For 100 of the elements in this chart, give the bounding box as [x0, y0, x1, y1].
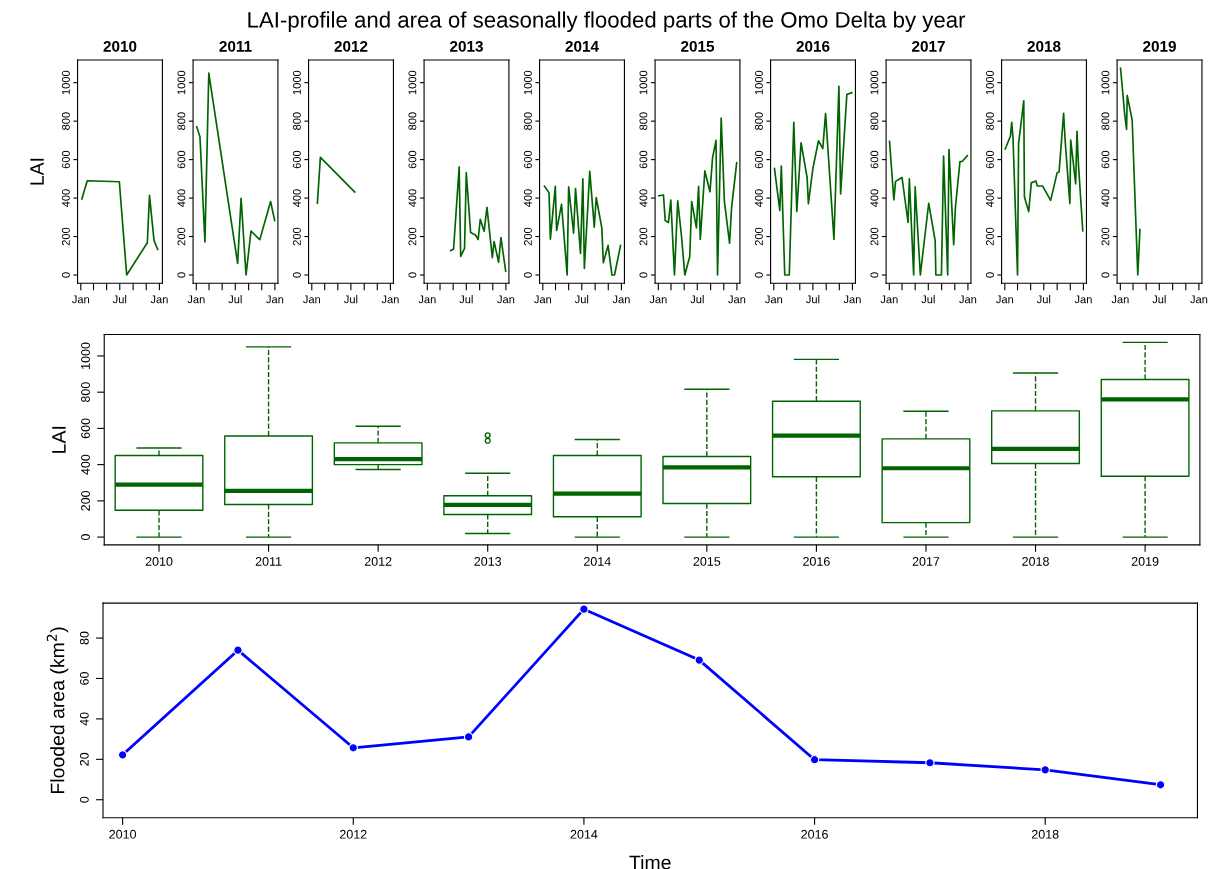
y-tick-label: 800: [639, 112, 648, 130]
x-tick-label: 2010: [109, 829, 137, 839]
y-tick-label: 0: [870, 272, 879, 278]
y-tick-label: 0: [79, 796, 89, 803]
y-tick-label: 200: [754, 227, 763, 246]
y-tick-label: 400: [985, 189, 994, 208]
y-tick-label: 600: [754, 150, 763, 169]
y-tick-label: 200: [81, 490, 90, 511]
y-tick-label: 1000: [177, 70, 186, 95]
chart-title: 2012: [334, 40, 368, 52]
y-tick-label: 1000: [523, 70, 532, 95]
x-tick-label: Jan: [266, 295, 284, 304]
x-axis-title: Time: [629, 855, 671, 869]
y-tick-label: 20: [79, 752, 89, 766]
x-tick-label: Jan: [497, 295, 515, 304]
y-tick-label: 400: [754, 189, 763, 208]
y-tick-label: 400: [81, 454, 90, 475]
text: LAI-profile and area of seasonally flooded parts of the Omo Delta by year: [248, 11, 966, 33]
line-series: [888, 140, 969, 276]
y-tick-label: 200: [408, 227, 417, 246]
point: [1155, 780, 1166, 790]
x-tick-label: Jul: [1152, 295, 1166, 304]
y-tick-label: 600: [1101, 150, 1110, 169]
y-tick-label: 200: [177, 227, 186, 246]
x-tick-label: 2016: [803, 557, 830, 566]
x-tick-label: Jul: [805, 295, 820, 304]
y-tick-label: 400: [292, 189, 301, 208]
x-tick-label: 2019: [1131, 557, 1159, 566]
x-tick-label: 2013: [474, 557, 502, 566]
x-tick-label: Jan: [843, 295, 861, 304]
x-tick-label: Jul: [921, 295, 935, 304]
x-tick-label: Jan: [1074, 295, 1092, 304]
x-tick-label: 2011: [255, 557, 282, 566]
y-tick-label: 1000: [61, 70, 70, 95]
x-tick-label: 2015: [693, 557, 721, 566]
x-tick-label: Jan: [649, 295, 667, 304]
y-tick-label: 800: [1101, 112, 1110, 130]
y-tick-label: 400: [177, 189, 186, 208]
line-series: [1119, 67, 1141, 276]
y-tick-label: 0: [1101, 272, 1110, 278]
y-tick-label: 1000: [81, 342, 90, 369]
y-axis-title: LAI: [30, 158, 44, 185]
x-tick-label: Jan: [612, 295, 630, 304]
y-tick-label: 800: [754, 112, 763, 130]
y-tick-label: 800: [177, 112, 186, 130]
y-tick-label: 80: [79, 631, 89, 645]
x-tick-label: Jan: [303, 295, 321, 304]
y-tick-label: 200: [1101, 227, 1110, 246]
point: [925, 758, 935, 768]
chart-title: 2017: [912, 40, 945, 52]
y-tick-label: 400: [408, 189, 417, 208]
y-tick-label: 600: [81, 418, 90, 439]
x-tick-label: Jan: [959, 295, 977, 304]
y-tick-label: 800: [292, 112, 301, 130]
point: [809, 755, 820, 765]
x-tick-label: Jan: [150, 295, 168, 304]
x-tick-label: Jul: [459, 295, 473, 304]
y-tick-label: 600: [177, 150, 186, 169]
x-tick-label: Jan: [996, 295, 1014, 304]
line-series: [658, 117, 738, 276]
x-tick-label: 2017: [912, 557, 940, 566]
y-tick-label: 800: [523, 112, 532, 130]
y-axis-title: Flooded area (km$^{2}$): [46, 627, 69, 794]
line-series: [81, 179, 159, 276]
y-tick-label: 1000: [870, 70, 879, 95]
line-series: [1004, 99, 1084, 276]
point: [579, 604, 589, 614]
x-tick-label: Jan: [381, 295, 399, 304]
x-tick-label: Jul: [690, 295, 704, 304]
y-tick-label: 60: [79, 672, 89, 685]
line-series: [195, 72, 276, 276]
chart-title: 2011: [219, 40, 252, 52]
x-tick-label: Jan: [1190, 295, 1208, 304]
x-tick-label: 2010: [145, 557, 173, 566]
x-tick-label: 2018: [1022, 557, 1049, 566]
y-tick-label: 400: [870, 189, 879, 208]
point: [117, 750, 128, 760]
y-tick-label: 0: [754, 272, 763, 278]
x-tick-label: Jul: [343, 295, 358, 304]
y-tick-label: 200: [639, 227, 648, 246]
chart-title: 2016: [796, 40, 830, 52]
point: [1040, 765, 1050, 775]
y-tick-label: 40: [79, 712, 89, 726]
y-tick-label: 1000: [408, 70, 417, 95]
y-tick-label: 400: [61, 189, 70, 208]
x-tick-label: 2014: [584, 557, 611, 566]
x-tick-label: Jan: [187, 295, 205, 304]
y-axis-title: LAI: [52, 426, 66, 453]
x-tick-label: Jan: [880, 295, 898, 304]
line-series: [449, 166, 507, 273]
y-tick-label: 200: [523, 227, 532, 246]
y-tick-label: 1000: [754, 70, 763, 95]
y-tick-label: 600: [408, 150, 417, 169]
y-tick-label: 1000: [985, 70, 994, 95]
y-tick-label: 600: [61, 150, 70, 169]
y-tick-label: 0: [985, 272, 994, 278]
y-tick-label: 800: [870, 112, 879, 130]
point: [463, 732, 474, 742]
x-tick-label: Jul: [1036, 295, 1051, 304]
x-tick-label: Jan: [534, 295, 552, 304]
